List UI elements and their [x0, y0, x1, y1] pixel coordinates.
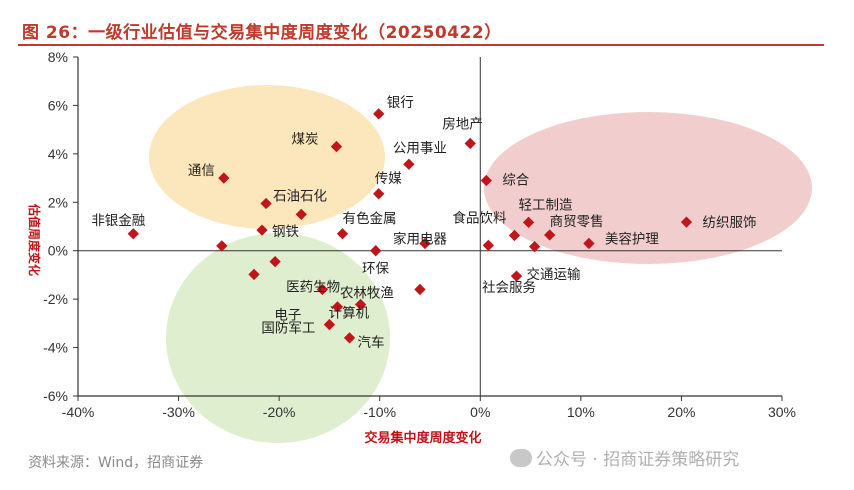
- data-point: [480, 174, 492, 187]
- data-label: 计算机: [329, 305, 370, 321]
- data-label: 通信: [188, 163, 215, 179]
- data-label: 公用事业: [393, 140, 447, 156]
- x-tick-label: 20%: [667, 404, 695, 420]
- data-points: [127, 108, 693, 344]
- data-label: 国防军工: [261, 321, 315, 337]
- y-tick-label: -2%: [43, 291, 68, 307]
- x-tick-label: 10%: [567, 404, 595, 420]
- data-point: [583, 237, 595, 250]
- data-point: [370, 245, 382, 257]
- data-label: 交通运输: [526, 266, 580, 283]
- x-axis-label: 交易集中度周度变化: [364, 430, 481, 446]
- data-label: 非银金融: [91, 213, 145, 229]
- data-label: 房地产: [442, 116, 483, 132]
- data-point: [528, 240, 541, 253]
- data-label: 医药生物: [286, 280, 340, 296]
- data-point: [508, 229, 521, 242]
- x-tick-label: -30%: [162, 404, 195, 420]
- data-label: 钢铁: [272, 224, 299, 240]
- y-tick-label: 0%: [48, 243, 68, 259]
- data-label: 银行: [387, 95, 414, 111]
- data-label: 商贸零售: [550, 214, 604, 230]
- data-label: 煤炭: [291, 132, 318, 148]
- data-point: [323, 318, 336, 331]
- data-label: 石油石化: [273, 188, 327, 204]
- data-point: [218, 172, 230, 184]
- y-tick-label: 6%: [48, 97, 68, 113]
- data-point: [295, 208, 307, 221]
- watermark: 公众号 · 招商证券策略研究: [510, 445, 739, 470]
- data-point: [464, 137, 476, 150]
- data-label: 美容护理: [605, 230, 659, 247]
- data-label: 家用电器: [393, 230, 447, 247]
- data-point: [331, 301, 344, 313]
- data-label: 食品饮料: [452, 209, 506, 226]
- cluster-ellipses: [149, 85, 812, 443]
- watermark-text: 公众号 · 招商证券策略研究: [536, 450, 740, 470]
- data-label: 综合: [502, 172, 529, 188]
- y-tick-label: -4%: [43, 340, 68, 356]
- data-label: 环保: [362, 261, 389, 277]
- data-point: [373, 188, 385, 200]
- data-point: [482, 239, 494, 252]
- data-point: [316, 283, 329, 296]
- data-point: [354, 298, 367, 311]
- x-tick-label: -20%: [263, 404, 296, 420]
- x-tick-label: 30%: [768, 404, 796, 420]
- data-label: 农林牧渔: [340, 285, 394, 301]
- data-point: [373, 108, 385, 120]
- data-point: [256, 224, 268, 236]
- data-label: 轻工制造: [519, 197, 573, 213]
- data-point: [248, 268, 260, 281]
- y-tick-label: 8%: [48, 49, 68, 65]
- data-label: 社会服务: [482, 280, 536, 296]
- data-point: [419, 237, 431, 250]
- data-point: [403, 158, 415, 170]
- cluster-green: [166, 233, 390, 443]
- data-point: [336, 228, 349, 240]
- x-tick-label: -40%: [62, 404, 95, 420]
- data-point: [343, 332, 356, 344]
- x-tick-label: 0%: [470, 404, 490, 420]
- data-point: [330, 140, 343, 153]
- data-point: [269, 255, 281, 268]
- y-tick-label: 4%: [48, 146, 68, 162]
- x-tick-label: -10%: [363, 404, 396, 420]
- data-label: 有色金属: [343, 210, 397, 227]
- y-tick-label: 2%: [48, 194, 68, 210]
- data-point: [680, 216, 693, 228]
- chart-axes: -40% -30% -20% -10% 0% 10% 20% 30% 8% 6% 4% 2% 0% -2%…: [43, 49, 796, 420]
- data-label: 传媒: [375, 171, 402, 187]
- data-label: 纺织服饰: [702, 215, 756, 231]
- source-note: 资料来源：Wind，招商证券: [28, 455, 204, 471]
- cluster-red: [484, 112, 812, 264]
- wechat-icon: [510, 449, 532, 467]
- data-label: 汽车: [358, 334, 385, 351]
- title-divider: [18, 44, 824, 46]
- cluster-yellow: [149, 85, 385, 229]
- data-point: [544, 229, 556, 241]
- data-label: 电子: [274, 307, 301, 323]
- y-axis-label: 估值周度变化: [27, 203, 42, 276]
- data-point: [260, 197, 272, 210]
- data-point: [127, 228, 139, 240]
- data-point: [414, 283, 426, 296]
- data-point: [510, 270, 523, 282]
- y-tick-label: -6%: [43, 388, 68, 404]
- data-point: [216, 240, 228, 252]
- figure-title: 图 26：一级行业估值与交易集中度周度变化（20250422）: [22, 23, 502, 43]
- data-point: [522, 216, 535, 229]
